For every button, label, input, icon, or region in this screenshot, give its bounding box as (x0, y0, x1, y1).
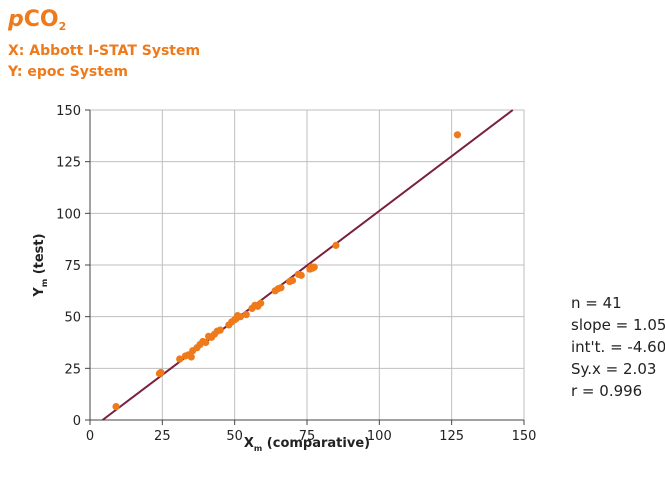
chart-title-block: pCO2 X: Abbott I-STAT System Y: epoc Sys… (8, 6, 200, 83)
data-point (176, 355, 184, 363)
title-prefix: p (8, 7, 24, 32)
y-tick-label: 75 (64, 259, 81, 274)
data-point (242, 311, 250, 319)
data-point (310, 263, 318, 271)
data-point (202, 338, 210, 347)
y-tick-label: 50 (64, 311, 81, 326)
data-point (453, 131, 462, 139)
data-point (297, 271, 305, 279)
stat-slope: slope = 1.058 (571, 316, 665, 334)
data-point (257, 299, 265, 307)
y-tick-label: 25 (64, 362, 81, 377)
regression-line (101, 109, 514, 421)
title-subscript: 2 (58, 20, 67, 33)
data-point (288, 276, 297, 285)
y-tick-label: 125 (56, 156, 81, 171)
chart-title: pCO2 (8, 6, 200, 41)
x-tick-label: 50 (226, 429, 243, 444)
stat-intercept: int't. = -4.60 (571, 338, 665, 356)
y-tick-label: 0 (73, 414, 81, 429)
y-tick-label: 150 (56, 104, 81, 119)
data-point (332, 241, 340, 249)
x-tick-label: 25 (154, 429, 171, 444)
x-axis-title: Xm (comparative) (244, 436, 370, 453)
title-main-text: CO (23, 7, 59, 32)
data-point (157, 368, 165, 377)
x-tick-label: 100 (367, 429, 392, 444)
data-point (216, 326, 224, 334)
data-point (112, 402, 120, 411)
y-axis-title: Ym (test) (32, 233, 49, 297)
data-point (277, 284, 285, 292)
x-tick-label: 125 (439, 429, 464, 444)
regression-stats: n = 41 slope = 1.058 int't. = -4.60 Sy.x… (571, 292, 665, 402)
data-point (236, 313, 245, 321)
stat-syx: Sy.x = 2.03 (571, 360, 657, 378)
y-system-label: Y: epoc System (8, 64, 129, 80)
x-tick-label: 150 (512, 429, 537, 444)
stat-r: r = 0.996 (571, 382, 643, 400)
x-tick-label: 0 (86, 429, 94, 444)
stat-n: n = 41 (571, 294, 622, 312)
x-tick-label: 75 (299, 429, 316, 444)
x-system-label: X: Abbott I-STAT System (8, 43, 201, 59)
data-point (187, 353, 195, 361)
y-tick-label: 100 (56, 207, 81, 222)
